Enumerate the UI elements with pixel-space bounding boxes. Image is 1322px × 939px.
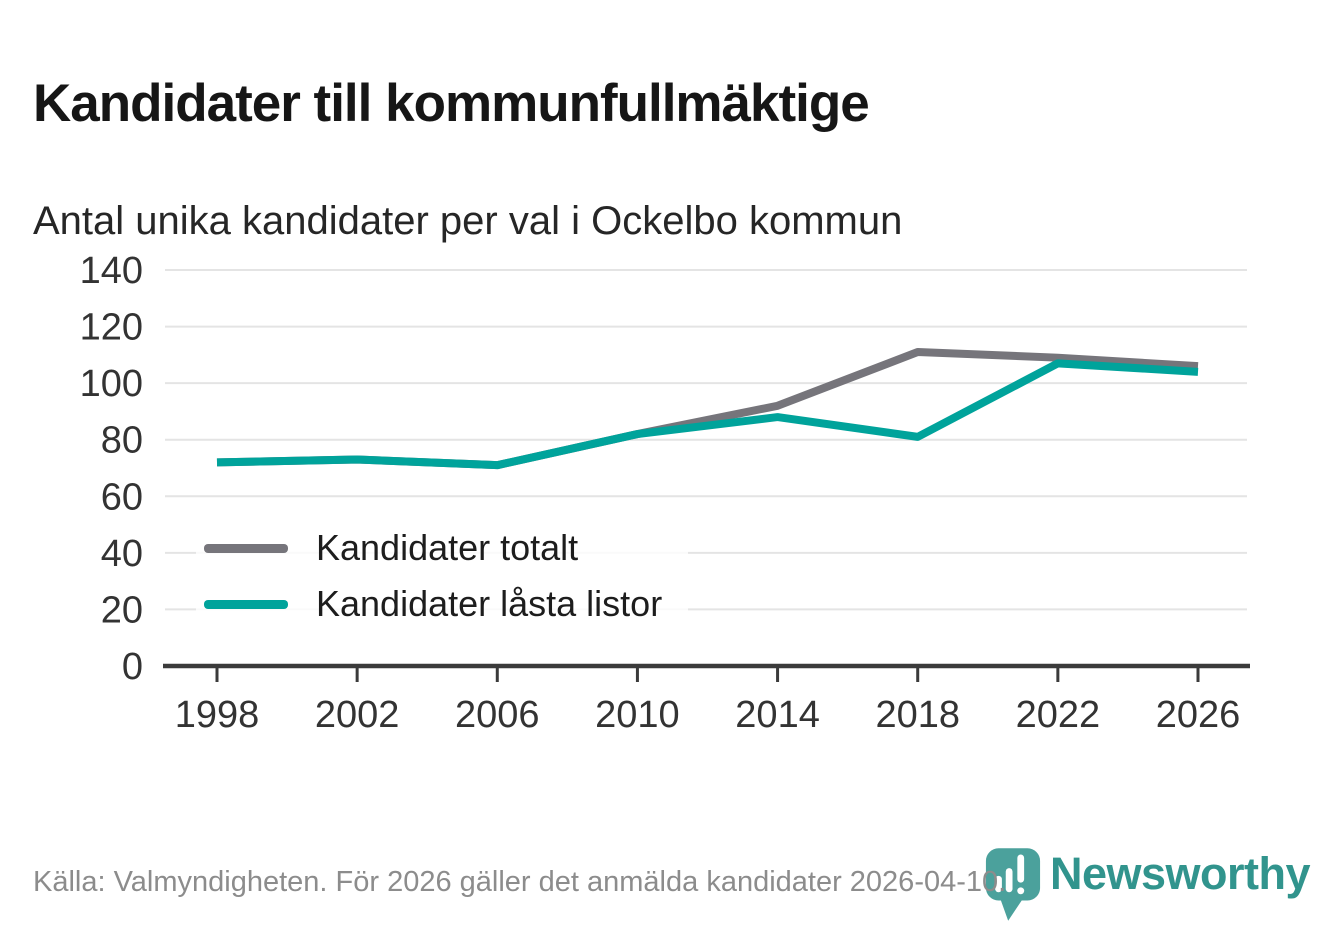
y-tick-label: 100	[80, 363, 143, 405]
legend-swatch-teal	[204, 599, 288, 609]
x-tick-label: 2002	[315, 694, 400, 736]
newsworthy-bubble-barchart-icon	[985, 848, 1041, 921]
source-note: Källa: Valmyndigheten. För 2026 gäller d…	[33, 866, 1007, 898]
chart-title: Kandidater till kommunfullmäktige	[33, 73, 870, 133]
x-tick-label: 2014	[735, 694, 820, 736]
x-tick-label: 2018	[875, 694, 960, 736]
x-tick-label: 2006	[455, 694, 540, 736]
legend-label: Kandidater totalt	[316, 527, 579, 568]
x-tick-label: 2010	[595, 694, 680, 736]
y-tick-label: 60	[101, 476, 143, 518]
y-tick-label: 120	[80, 307, 143, 349]
y-tick-label: 80	[101, 420, 143, 462]
x-tick-label: 1998	[175, 694, 260, 736]
newsworthy-wordmark: Newsworthy	[1050, 848, 1311, 899]
newsworthy-logo: Newsworthy	[984, 846, 1311, 926]
x-tick-label: 2022	[1016, 694, 1101, 736]
legend-swatch-gray	[204, 543, 288, 553]
chart-subtitle: Antal unika kandidater per val i Ockelbo…	[33, 199, 903, 244]
legend-item-totalt: Kandidater totalt	[204, 527, 662, 568]
chart-legend: Kandidater totalt Kandidater låsta listo…	[196, 518, 689, 636]
y-tick-label: 0	[122, 646, 143, 688]
y-tick-label: 40	[101, 533, 143, 575]
x-tick-label: 2026	[1156, 694, 1241, 736]
legend-item-lasta-listor: Kandidater låsta listor	[204, 583, 663, 624]
legend-label: Kandidater låsta listor	[316, 583, 663, 624]
y-tick-label: 140	[80, 250, 143, 292]
series-line-1	[216, 359, 1199, 470]
y-tick-label: 20	[101, 589, 143, 631]
